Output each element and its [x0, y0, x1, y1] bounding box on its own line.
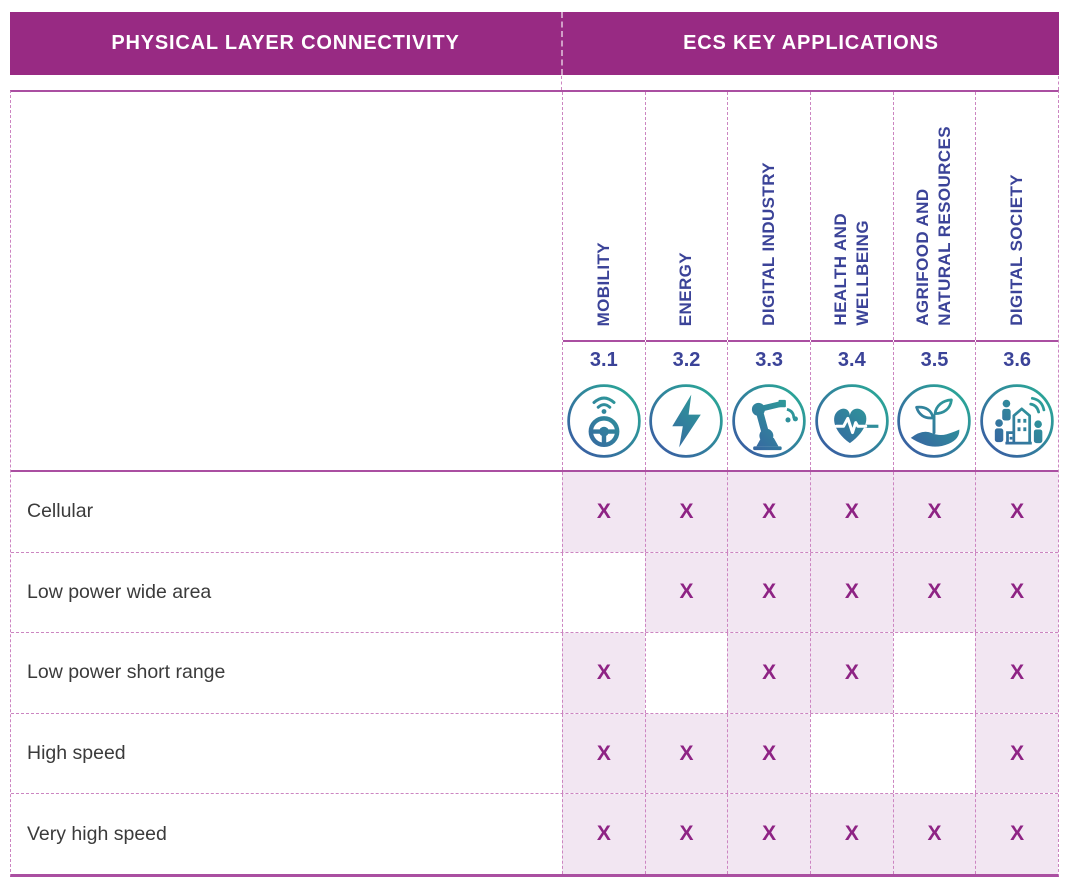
mark-cell: X: [727, 794, 810, 874]
row-label: High speed: [27, 742, 126, 765]
column-label-digital-society: DIGITAL SOCIETY: [1007, 174, 1027, 326]
column-number-health-wellbeing: 3.4: [837, 349, 866, 371]
column-label-agrifood: AGRIFOOD AND NATURAL RESOURCES: [913, 126, 955, 326]
app-column-digital-society: DIGITAL SOCIETY 3.6: [975, 92, 1058, 470]
empty-cell: [562, 552, 645, 633]
column-number-agrifood: 3.5: [920, 349, 949, 371]
banner-right-divider: [1058, 76, 1059, 90]
mark-cell: X: [727, 713, 810, 794]
ecs-key-applications-header: ECS KEY APPLICATIONS: [561, 12, 1059, 75]
column-label-mobility: MOBILITY: [593, 241, 613, 326]
mark-cell: X: [809, 633, 893, 713]
row-label: Low power short range: [27, 661, 226, 684]
mark-cell: X: [644, 713, 728, 794]
mark-cell: X: [562, 633, 645, 713]
table-row: Low power wide area X X X X X: [11, 551, 1058, 633]
heart-pulse-icon: [815, 384, 889, 458]
empty-cell: [644, 633, 728, 713]
physical-layer-header: PHYSICAL LAYER CONNECTIVITY: [10, 12, 561, 75]
table-row: Very high speed X X X X X X: [11, 793, 1058, 874]
lightning-bolt-icon: [649, 384, 724, 458]
mark-cell: X: [892, 472, 976, 552]
steering-wheel-wifi-icon: [567, 384, 641, 458]
mark-cell: X: [562, 713, 645, 794]
matrix-table: MOBILITY 3.1: [10, 90, 1059, 877]
column-number-digital-society: 3.6: [1003, 349, 1032, 371]
app-column-agrifood: AGRIFOOD AND NATURAL RESOURCES 3.5: [892, 92, 976, 470]
mark-cell: X: [975, 713, 1058, 794]
column-label-energy: ENERGY: [676, 251, 696, 326]
column-number-digital-industry: 3.3: [755, 349, 784, 371]
hand-sprout-icon: [897, 384, 972, 458]
mark-cell: X: [644, 472, 728, 552]
empty-cell: [809, 713, 893, 794]
mark-cell: X: [809, 794, 893, 874]
row-label: Very high speed: [27, 822, 167, 845]
mark-cell: X: [892, 794, 976, 874]
table-header-banner: PHYSICAL LAYER CONNECTIVITY ECS KEY APPL…: [10, 12, 1059, 75]
column-label-health-wellbeing: HEALTH AND WELLBEING: [830, 213, 872, 326]
mark-cell: X: [562, 472, 645, 552]
people-building-signal-icon: [980, 384, 1054, 458]
table-row: Low power short range X X X X: [11, 632, 1058, 713]
mark-cell: X: [644, 794, 728, 874]
mark-cell: X: [809, 552, 893, 633]
robot-arm-icon: [732, 384, 806, 458]
banner-column-divider: [561, 76, 562, 90]
mark-cell: X: [809, 472, 893, 552]
row-label-spacer: [11, 92, 562, 470]
mark-cell: X: [975, 472, 1058, 552]
mark-cell: X: [975, 633, 1058, 713]
app-column-energy: ENERGY 3.2: [644, 92, 728, 470]
mark-cell: X: [727, 633, 810, 713]
mark-cell: X: [644, 552, 728, 633]
empty-cell: [892, 633, 976, 713]
mark-cell: X: [975, 552, 1058, 633]
app-column-health-wellbeing: HEALTH AND WELLBEING 3.4: [809, 92, 893, 470]
app-column-digital-industry: DIGITAL INDUSTRY 3.3: [727, 92, 810, 470]
row-label: Low power wide area: [27, 580, 212, 603]
physical-layer-header-label: PHYSICAL LAYER CONNECTIVITY: [111, 32, 460, 54]
row-label: Cellular: [27, 500, 94, 523]
mark-cell: X: [727, 472, 810, 552]
mark-cell: X: [975, 794, 1058, 874]
mark-cell: X: [727, 552, 810, 633]
mark-cell: X: [892, 552, 976, 633]
matrix-header: MOBILITY 3.1: [11, 92, 1058, 470]
mark-cell: X: [562, 794, 645, 874]
matrix-body: Cellular X X X X X X Low power wide area X X X X X Lo…: [11, 470, 1058, 874]
empty-cell: [892, 713, 976, 794]
ecs-key-applications-header-label: ECS KEY APPLICATIONS: [683, 32, 939, 54]
app-column-mobility: MOBILITY 3.1: [562, 92, 645, 470]
table-row: Cellular X X X X X X: [11, 472, 1058, 552]
column-number-energy: 3.2: [672, 349, 701, 371]
table-row: High speed X X X X: [11, 712, 1058, 794]
column-number-mobility: 3.1: [589, 349, 618, 371]
column-label-digital-industry: DIGITAL INDUSTRY: [759, 162, 779, 326]
